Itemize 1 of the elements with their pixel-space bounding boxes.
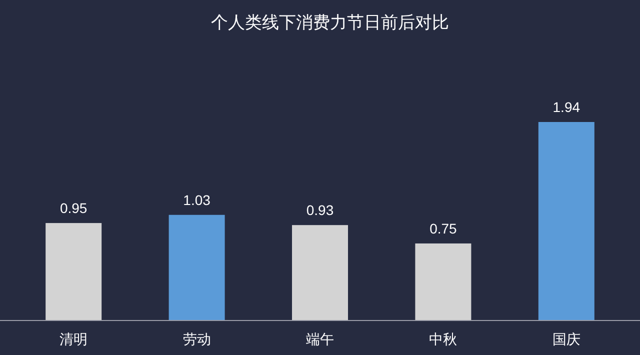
title: 个人类线下消费力节日前后对比 — [211, 13, 449, 32]
